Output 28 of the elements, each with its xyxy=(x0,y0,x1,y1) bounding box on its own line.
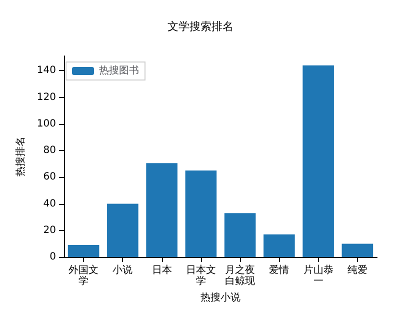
bar xyxy=(302,65,334,257)
y-tick-label: 60 xyxy=(43,172,56,183)
bar xyxy=(107,204,138,257)
x-tick-label: 日本 xyxy=(152,264,172,276)
bar xyxy=(68,245,100,257)
bar xyxy=(185,170,217,257)
bar xyxy=(342,244,374,257)
x-tick-label: 月之夜白鲸现 xyxy=(225,264,256,287)
x-tick-label: 片山恭一 xyxy=(303,264,334,287)
x-tick-label: 外国文学 xyxy=(68,264,99,287)
x-tick-label: 小说 xyxy=(112,264,133,276)
x-tick-label: 日本文学 xyxy=(186,264,216,287)
y-tick-label: 20 xyxy=(43,224,56,236)
x-axis-title: 热搜小说 xyxy=(200,292,240,304)
bar xyxy=(264,234,295,257)
y-tick-label: 140 xyxy=(36,65,56,76)
y-tick-label: 80 xyxy=(43,145,56,156)
chart-title: 文学搜索排名 xyxy=(168,20,234,33)
bar xyxy=(146,163,178,257)
bar xyxy=(224,213,256,257)
y-tick-label: 40 xyxy=(43,198,56,210)
y-tick-label: 100 xyxy=(36,118,56,130)
y-axis-title: 热搜排名 xyxy=(14,136,26,176)
legend-label: 热搜图书 xyxy=(99,64,139,76)
y-tick-label: 0 xyxy=(50,252,56,262)
x-tick-label: 纯爱 xyxy=(347,264,368,276)
y-tick-label: 120 xyxy=(36,92,56,103)
x-tick-label: 爱情 xyxy=(269,264,290,276)
